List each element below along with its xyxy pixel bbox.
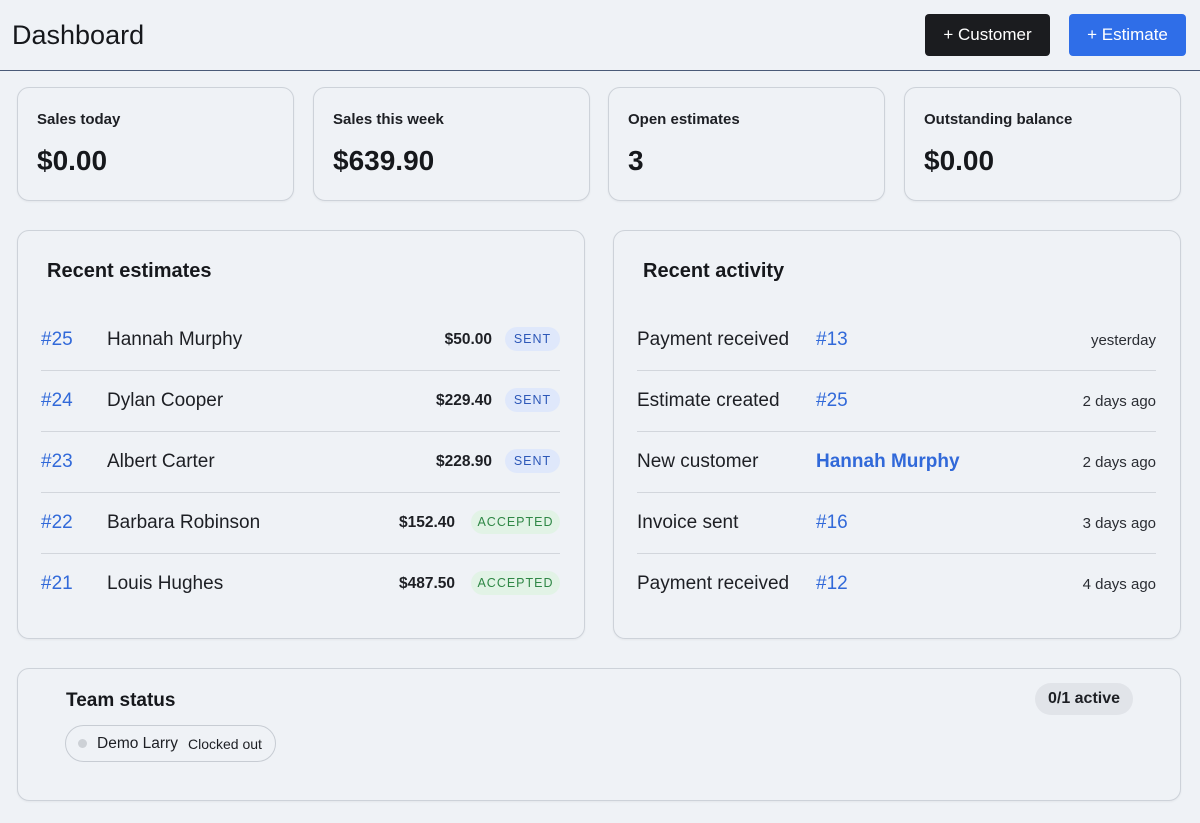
estimate-row[interactable]: #22 Barbara Robinson $152.40 ACCEPTED <box>41 493 560 554</box>
estimate-row[interactable]: #21 Louis Hughes $487.50 ACCEPTED <box>41 554 560 615</box>
activity-row: Estimate created #25 2 days ago <box>637 371 1156 432</box>
status-badge: SENT <box>505 449 560 473</box>
estimate-customer-name: Dylan Cooper <box>107 390 224 411</box>
recent-estimates-title: Recent estimates <box>47 260 212 282</box>
team-member-chip[interactable]: Demo Larry Clocked out <box>65 725 276 762</box>
estimate-row[interactable]: #25 Hannah Murphy $50.00 SENT <box>41 310 560 371</box>
stat-label: Sales this week <box>333 111 444 128</box>
recent-estimates-panel: Recent estimates #25 Hannah Murphy $50.0… <box>17 230 585 639</box>
estimate-id-link[interactable]: #23 <box>41 451 73 472</box>
activity-time: yesterday <box>1090 332 1156 349</box>
stat-value: $0.00 <box>924 145 995 176</box>
stat-card-outstanding-balance: Outstanding balance $0.00 <box>904 87 1181 201</box>
activity-ref-link[interactable]: #13 <box>816 329 848 350</box>
estimate-amount: $487.50 <box>398 575 455 592</box>
estimate-amount: $152.40 <box>398 514 455 531</box>
member-name: Demo Larry <box>97 735 178 752</box>
stat-card-open-estimates: Open estimates 3 <box>608 87 885 201</box>
stat-label: Sales today <box>37 111 121 128</box>
activity-row: Payment received #13 yesterday <box>637 310 1156 371</box>
stat-value: $639.90 <box>333 145 435 176</box>
stat-label: Open estimates <box>628 111 740 128</box>
activity-row: Payment received #12 4 days ago <box>637 554 1156 615</box>
estimate-id-link[interactable]: #25 <box>41 329 73 350</box>
recent-activity-title: Recent activity <box>643 260 785 282</box>
stat-card-sales-week: Sales this week $639.90 <box>313 87 590 201</box>
activity-ref-link[interactable]: #25 <box>816 390 848 411</box>
activity-time: 3 days ago <box>1082 515 1156 532</box>
activity-label: Payment received <box>637 573 790 594</box>
activity-label: New customer <box>637 451 759 472</box>
estimate-customer-name: Louis Hughes <box>107 573 224 594</box>
add-customer-button[interactable]: + Customer <box>925 14 1050 56</box>
estimate-amount: $50.00 <box>444 331 492 348</box>
team-status-title: Team status <box>66 690 176 711</box>
activity-ref-link[interactable]: #16 <box>816 512 848 533</box>
estimate-id-link[interactable]: #22 <box>41 512 73 533</box>
estimate-amount: $229.40 <box>435 392 492 409</box>
recent-activity-panel: Recent activity Payment received #13 yes… <box>613 230 1181 639</box>
estimate-customer-name: Barbara Robinson <box>107 512 261 533</box>
stat-value: $0.00 <box>37 145 108 176</box>
status-badge: SENT <box>505 388 560 412</box>
estimate-id-link[interactable]: #21 <box>41 573 73 594</box>
activity-row: New customer Hannah Murphy 2 days ago <box>637 432 1156 493</box>
estimate-id-link[interactable]: #24 <box>41 390 73 411</box>
member-status: Clocked out <box>188 736 262 752</box>
activity-ref-link[interactable]: #12 <box>816 573 848 594</box>
activity-label: Invoice sent <box>637 512 739 533</box>
status-badge: ACCEPTED <box>471 571 560 595</box>
estimate-customer-name: Albert Carter <box>107 451 215 472</box>
activity-customer-link[interactable]: Hannah Murphy <box>816 451 960 472</box>
stat-value: 3 <box>628 145 644 176</box>
active-count-badge: 0/1 active <box>1035 683 1133 715</box>
add-estimate-button[interactable]: + Estimate <box>1069 14 1186 56</box>
activity-label: Payment received <box>637 329 790 350</box>
page-title: Dashboard <box>12 20 145 50</box>
activity-time: 4 days ago <box>1082 576 1156 593</box>
status-badge: SENT <box>505 327 560 351</box>
activity-label: Estimate created <box>637 390 780 411</box>
status-dot-icon <box>78 739 87 748</box>
activity-row: Invoice sent #16 3 days ago <box>637 493 1156 554</box>
stat-card-sales-today: Sales today $0.00 <box>17 87 294 201</box>
estimate-customer-name: Hannah Murphy <box>107 329 243 350</box>
estimate-row[interactable]: #24 Dylan Cooper $229.40 SENT <box>41 371 560 432</box>
activity-time: 2 days ago <box>1082 393 1156 410</box>
estimate-amount: $228.90 <box>435 453 492 470</box>
status-badge: ACCEPTED <box>471 510 560 534</box>
activity-time: 2 days ago <box>1082 454 1156 471</box>
top-bar: Dashboard + Customer + Estimate <box>0 0 1200 71</box>
estimate-row[interactable]: #23 Albert Carter $228.90 SENT <box>41 432 560 493</box>
stat-label: Outstanding balance <box>924 111 1073 128</box>
